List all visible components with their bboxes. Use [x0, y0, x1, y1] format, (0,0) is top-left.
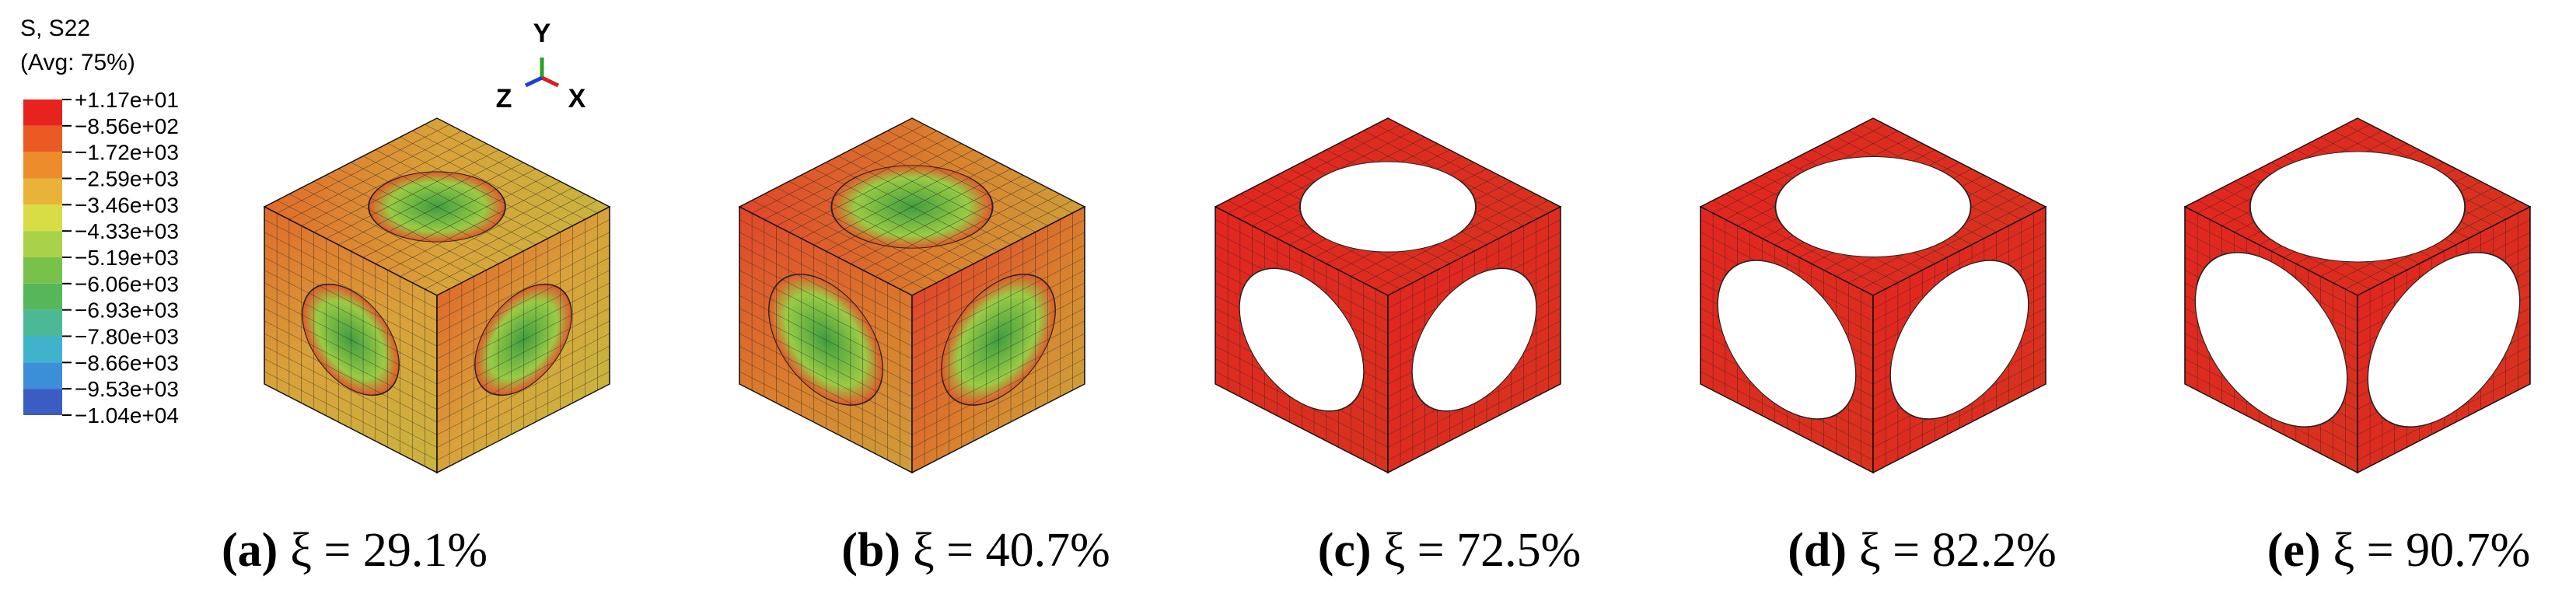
legend-swatch [23, 178, 62, 205]
legend-label: −4.33e+03 [75, 219, 179, 243]
cube-face [911, 205, 1085, 474]
legend-label: −8.66e+03 [75, 351, 179, 375]
panel-label: (b) [841, 524, 900, 577]
legend-label: −6.06e+03 [75, 272, 179, 296]
legend-label: −8.56e+02 [75, 114, 179, 138]
cube-face [1215, 205, 1389, 474]
legend-label: +1.17e+01 [75, 88, 179, 112]
legend-label: −1.72e+03 [75, 141, 179, 165]
cube-face [1387, 205, 1561, 474]
cube [2183, 117, 2532, 474]
cube [263, 117, 611, 474]
legend-label: −9.53e+03 [75, 377, 179, 401]
legend-swatch [23, 362, 62, 389]
cube-face [739, 205, 913, 474]
panel-caption: ξ = 40.7% [913, 524, 1110, 577]
legend-label: −1.04e+04 [75, 403, 179, 428]
legend-label: −5.19e+03 [75, 246, 179, 270]
legend-swatch [23, 204, 62, 232]
caption: (a) ξ = 29.1% [222, 524, 488, 577]
panel-caption: ξ = 82.2% [1859, 524, 2057, 577]
cube-face [1700, 205, 1874, 474]
legend-swatch [23, 257, 62, 284]
caption: (e) ξ = 90.7% [2267, 524, 2531, 577]
cube-face [1872, 205, 2046, 474]
legend-label: −2.59e+03 [75, 167, 179, 191]
legend-swatch [23, 336, 62, 363]
cube [1699, 117, 2047, 474]
panel-caption: ξ = 29.1% [290, 524, 488, 577]
axis-label: Y [533, 19, 551, 48]
legend-swatch [23, 283, 62, 310]
panel-caption: ξ = 90.7% [2333, 524, 2531, 577]
legend-swatch [23, 389, 62, 415]
panel-label: (e) [2267, 524, 2321, 577]
cube-face [2357, 205, 2531, 474]
legend-label: −7.80e+03 [75, 325, 179, 349]
panel-label: (a) [222, 524, 278, 577]
legend-label: −3.46e+03 [75, 193, 179, 217]
cube [738, 117, 1086, 474]
caption: (c) ξ = 72.5% [1318, 524, 1582, 577]
legend-label: −6.93e+03 [75, 299, 179, 323]
legend-swatch [23, 152, 62, 179]
panel-label: (c) [1318, 524, 1372, 577]
legend-swatch [23, 309, 62, 337]
legend-title: S, S22 [20, 16, 90, 41]
legend-swatch [23, 125, 62, 152]
cube-face [264, 205, 438, 474]
panel-label: (d) [1788, 524, 1847, 577]
legend-subtitle: (Avg: 75%) [20, 50, 135, 75]
legend-swatch [23, 231, 62, 257]
legend-swatch [23, 100, 62, 126]
axis-label: Z [496, 84, 512, 113]
axis-label: X [568, 84, 586, 113]
cube [1214, 117, 1562, 474]
axis-triad: Y Z X [496, 19, 586, 113]
panel-caption: ξ = 72.5% [1384, 524, 1582, 577]
cube-face [2184, 205, 2358, 474]
cube-face [436, 205, 610, 474]
caption: (d) ξ = 82.2% [1788, 524, 2057, 577]
caption: (b) ξ = 40.7% [841, 524, 1110, 577]
